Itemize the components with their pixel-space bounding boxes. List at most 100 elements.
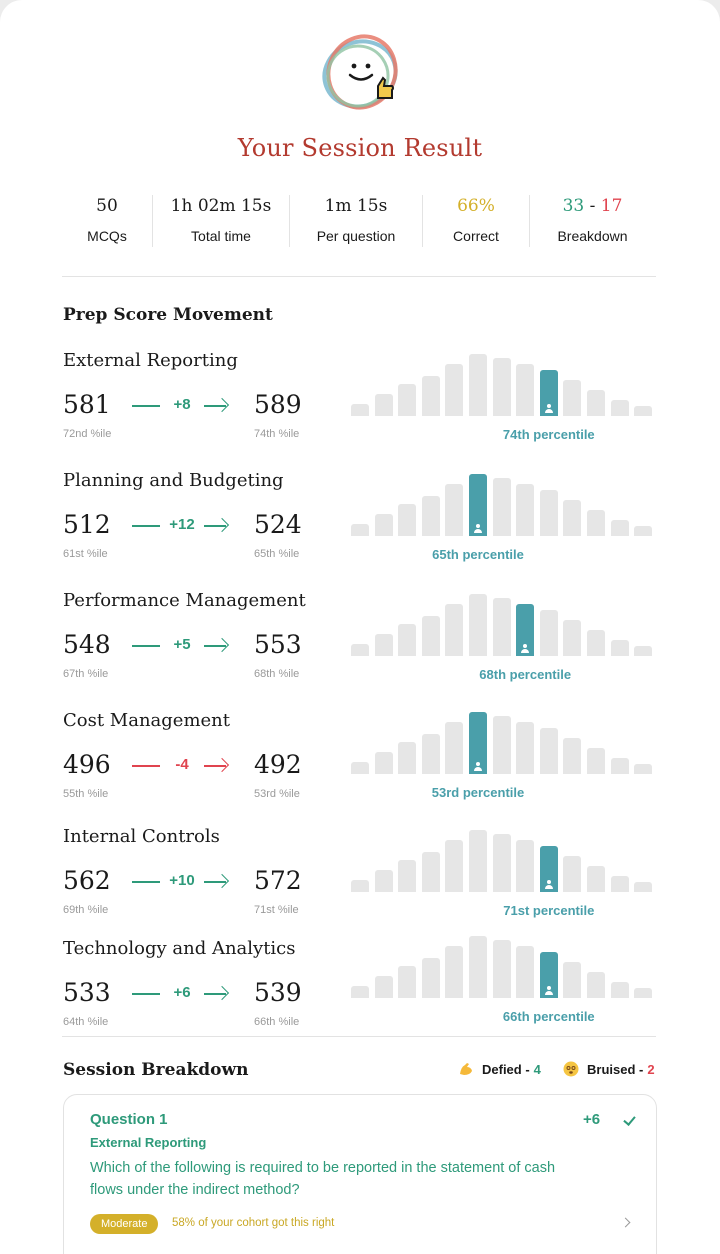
your-position-bar <box>539 952 558 998</box>
stat-value: 1h 02m 15s <box>170 196 272 216</box>
percentile-histogram <box>350 354 656 416</box>
percentile-after: 66th %ile <box>254 1016 300 1028</box>
histogram-bar <box>492 598 511 656</box>
your-position-bar <box>469 474 487 536</box>
percentile-after: 53rd %ile <box>254 788 300 800</box>
stat-label: Per question <box>316 228 396 244</box>
histogram-bar <box>445 484 464 536</box>
stat-value: 33 - 17 <box>563 196 623 216</box>
percentile-before: 55th %ile <box>63 788 109 800</box>
histogram-bar <box>469 830 487 892</box>
score-delta: +10 <box>132 872 232 892</box>
stat-breakdown: 33 - 17 Breakdown <box>530 192 655 250</box>
percentile-after: 68th %ile <box>254 668 300 680</box>
score-delta: -4 <box>132 756 232 776</box>
histogram-bar <box>539 610 558 656</box>
person-icon <box>521 644 530 653</box>
prep-score-heading: Prep Score Movement <box>63 305 273 325</box>
histogram-bar <box>587 748 605 774</box>
stat-value: 1m 15s <box>324 196 388 216</box>
smiley-thumbs-up-logo <box>322 34 398 110</box>
stat-value: 50 <box>96 196 118 216</box>
score-before: 533 <box>63 978 111 1007</box>
percentile-histogram <box>350 594 656 656</box>
subject-name: Internal Controls <box>63 826 220 847</box>
histogram-bar <box>351 524 369 536</box>
arrow-right-icon <box>214 873 230 889</box>
histogram-bar <box>516 484 535 536</box>
subject-name: Performance Management <box>63 590 306 611</box>
histogram-bar <box>398 966 417 998</box>
histogram-bar <box>445 722 464 774</box>
stat-mcqs: 50 MCQs <box>62 192 152 250</box>
score-delta: +6 <box>132 984 232 1004</box>
percentile-label: 53rd percentile <box>431 785 525 800</box>
score-after: 553 <box>254 630 302 659</box>
histogram-bar <box>539 728 558 774</box>
histogram-bar <box>563 620 582 656</box>
question-card[interactable]: Question 1 External Reporting Which of t… <box>63 1094 657 1254</box>
separator: - <box>589 196 596 216</box>
question-title: Question 1 <box>90 1111 168 1128</box>
percentile-histogram <box>350 474 656 536</box>
histogram-bar <box>610 876 629 892</box>
percentile-before: 72nd %ile <box>63 428 112 440</box>
stat-correct: 66% Correct <box>423 192 529 250</box>
subject-row: External Reporting 581 72nd %ile +8 589 74th … <box>0 350 720 460</box>
flexed-biceps-icon <box>460 1063 472 1075</box>
score-delta: +12 <box>132 516 232 536</box>
chevron-right-icon[interactable] <box>620 1217 631 1228</box>
histogram-bar <box>634 764 653 774</box>
histogram-bar <box>421 852 440 892</box>
stat-label: Correct <box>453 228 499 244</box>
delta-line <box>132 525 160 527</box>
histogram-bar <box>563 856 582 892</box>
histogram-bar <box>421 616 440 656</box>
histogram-bar <box>351 404 369 416</box>
delta-value: -4 <box>175 756 189 773</box>
histogram-bar <box>351 762 369 774</box>
delta-line <box>204 525 226 527</box>
score-delta: +5 <box>132 636 232 656</box>
histogram-bar <box>351 880 369 892</box>
person-icon <box>544 986 553 995</box>
wrong-count: 17 <box>600 196 623 216</box>
stat-label: MCQs <box>87 228 127 244</box>
histogram-bar <box>469 936 487 998</box>
histogram-bar <box>492 478 511 536</box>
arrow-right-icon <box>214 757 230 773</box>
session-stats: 50 MCQs 1h 02m 15s Total time 1m 15s Per… <box>62 192 656 250</box>
histogram-bar <box>587 510 605 536</box>
delta-value: +12 <box>169 516 195 533</box>
histogram-bar <box>398 860 417 892</box>
divider <box>62 276 656 277</box>
histogram-bar <box>374 394 393 416</box>
histogram-bar <box>610 982 629 998</box>
histogram-bar <box>563 738 582 774</box>
score-delta: +8 <box>132 396 232 416</box>
delta-line <box>204 765 226 767</box>
histogram-bar <box>587 390 605 416</box>
divider <box>152 195 153 247</box>
percentile-before: 64th %ile <box>63 1016 109 1028</box>
histogram-bar <box>374 870 393 892</box>
person-icon <box>474 524 482 533</box>
percentile-before: 61st %ile <box>63 548 108 560</box>
arrow-right-icon <box>214 397 230 413</box>
your-position-bar <box>469 712 487 774</box>
histogram-bar <box>587 630 605 656</box>
histogram-bar <box>374 514 393 536</box>
subject-row: Planning and Budgeting 512 61st %ile +12 524… <box>0 470 720 580</box>
arrow-right-icon <box>214 517 230 533</box>
percentile-label: 68th percentile <box>479 667 572 682</box>
score-after: 524 <box>254 510 302 539</box>
stat-per-question: 1m 15s Per question <box>290 192 422 250</box>
histogram-bar <box>610 640 629 656</box>
histogram-bar <box>610 758 629 774</box>
subject-name: Cost Management <box>63 710 231 731</box>
delta-line <box>132 765 160 767</box>
person-icon <box>544 880 553 889</box>
delta-line <box>132 881 160 883</box>
histogram-bar <box>610 400 629 416</box>
dizzy-face-icon <box>563 1061 579 1077</box>
